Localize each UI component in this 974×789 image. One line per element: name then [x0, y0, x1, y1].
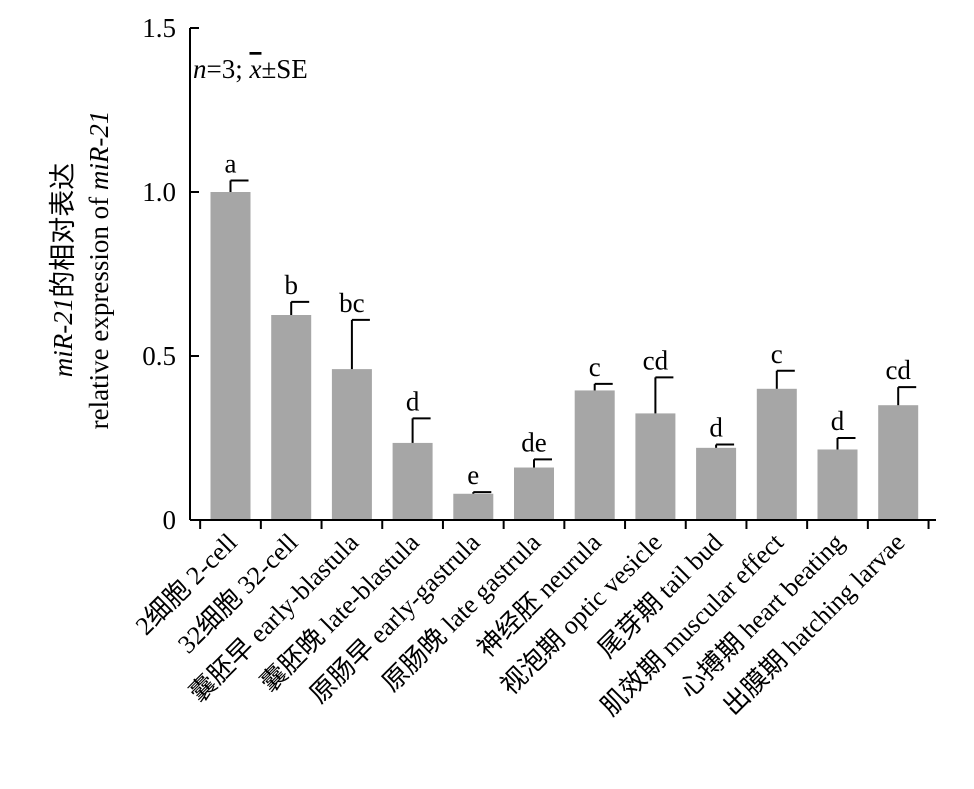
error-bar-3: [350, 318, 370, 370]
significance-label-6: de: [521, 427, 547, 457]
y-tick-label-1: 0: [163, 505, 177, 535]
bar-2: [271, 315, 312, 520]
bar-9: [696, 447, 737, 520]
bar-12: [878, 405, 919, 520]
bar-3: [331, 369, 372, 520]
sample-size-annotation: n=3; x±SE: [193, 54, 308, 84]
y-axis-label: miR-21的相对表达 relative expression of miR-2…: [48, 111, 114, 430]
svg-text:n=3; x±SE: n=3; x±SE: [193, 54, 308, 84]
bar-4: [392, 442, 433, 520]
annotation-n-value: =3;: [207, 54, 250, 84]
y-tick-label-2: 0.5: [142, 341, 176, 371]
significance-label-12: cd: [885, 355, 911, 385]
error-bar-1: [229, 179, 249, 192]
significance-label-5: e: [467, 460, 479, 490]
bar-11: [817, 449, 858, 520]
error-bar-12: [897, 386, 917, 406]
bar-6: [514, 467, 554, 520]
significance-label-9: d: [709, 413, 723, 443]
y-axis-label-line2-italic: miR-21: [84, 111, 114, 190]
svg-text:miR-21的相对表达: miR-21的相对表达: [48, 163, 78, 377]
error-bar-7: [593, 382, 613, 391]
y-axis-label-line1-rest: 的相对表达: [48, 163, 78, 298]
significance-label-3: bc: [339, 288, 365, 318]
svg-text:relative expression of miR-21: relative expression of miR-21: [84, 111, 114, 430]
error-bar-9: [715, 443, 735, 448]
error-bar-10: [775, 369, 795, 389]
y-axis-label-line1-italic: miR-21: [48, 298, 78, 377]
error-bar-6: [533, 458, 552, 468]
significance-label-1: a: [225, 149, 237, 179]
significance-label-4: d: [406, 386, 420, 416]
significance-label-11: d: [831, 406, 845, 436]
error-bar-2: [290, 300, 310, 315]
y-tick-label-4: 1.5: [142, 13, 176, 43]
annotation-mean: x: [248, 54, 261, 84]
annotation-pm: ±SE: [261, 54, 307, 84]
y-tick-label-3: 1.0: [142, 177, 176, 207]
error-bar-8: [654, 376, 674, 414]
bar-5: [453, 493, 494, 520]
y-axis-label-line2-prefix: relative expression of: [84, 190, 114, 429]
bar-1: [210, 192, 251, 520]
error-bar-5: [472, 491, 492, 494]
significance-label-7: c: [589, 352, 601, 382]
significance-label-10: c: [771, 339, 783, 369]
error-bar-4: [411, 417, 431, 443]
error-bar-11: [836, 437, 856, 450]
bar-10: [756, 388, 797, 520]
annotation-n: n: [193, 54, 207, 84]
significance-label-8: cd: [643, 345, 669, 375]
significance-label-2: b: [284, 270, 298, 300]
bar-8: [635, 413, 676, 520]
bar-7: [574, 390, 615, 520]
